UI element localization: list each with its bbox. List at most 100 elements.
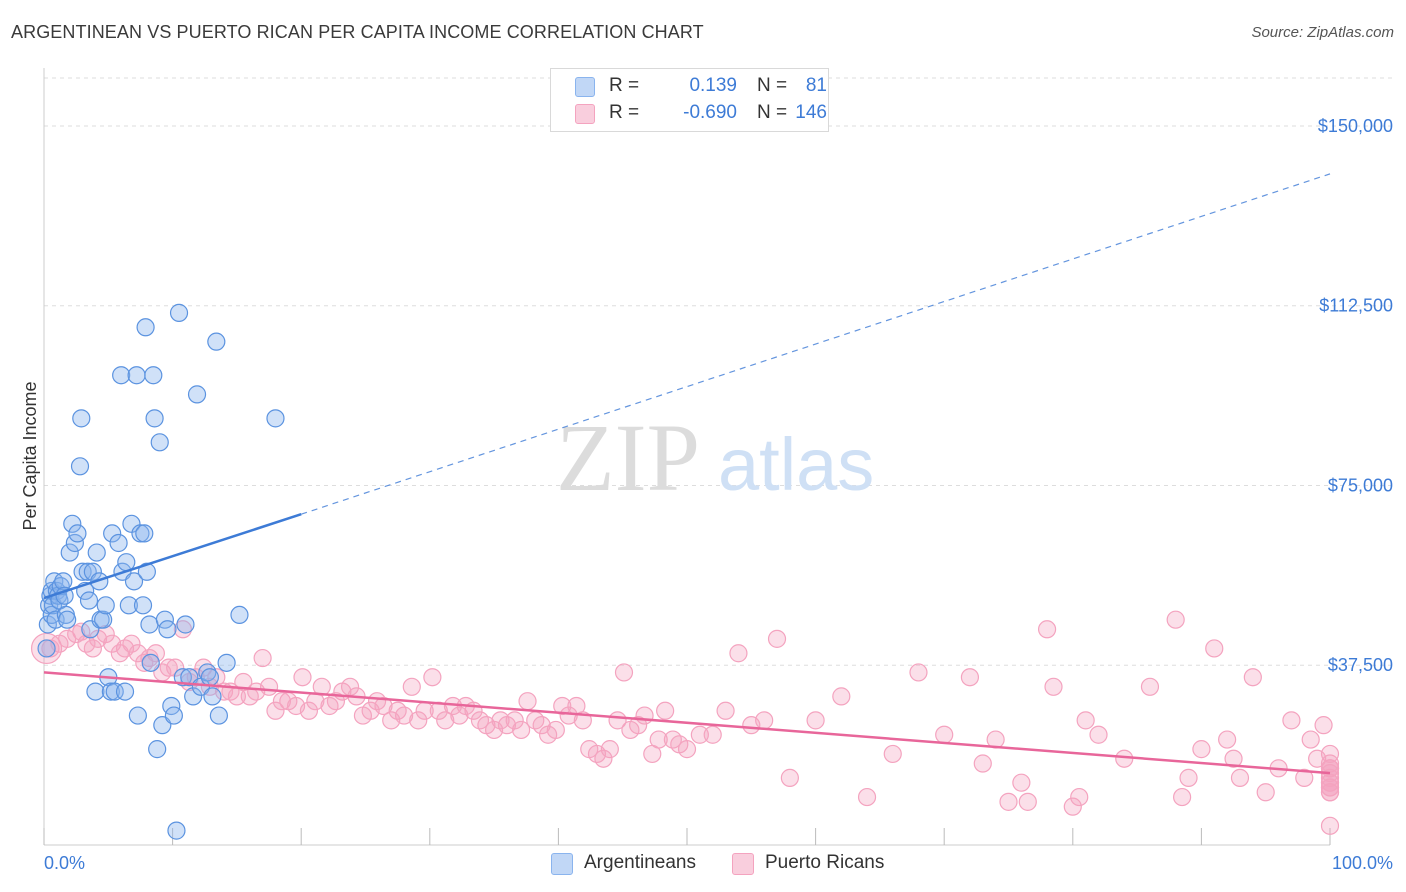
puerto-rican-points [30,610,1340,835]
r-label: R = [609,75,640,96]
watermark-atlas: atlas [718,423,874,506]
puerto-rican-point [1320,783,1340,802]
puerto-rican-point [128,644,147,663]
puerto-rican-point [755,711,774,730]
puerto-rican-point [394,706,414,725]
puerto-rican-point [1140,677,1160,696]
grid-lines [44,77,1392,666]
puerto-rican-point [559,706,578,725]
argentinean-point [164,706,183,725]
chart-title: ARGENTINEAN VS PUERTO RICAN PER CAPITA I… [11,22,704,42]
puerto-rican-point [1320,744,1340,764]
puerto-rican-point [767,629,787,648]
n-label: N = [757,102,788,123]
argentinean-point [83,562,102,581]
puerto-rican-point [832,687,851,706]
puerto-rican-point [1063,797,1082,816]
y-tick-label: $37,500 [1328,655,1393,675]
puerto-rican-point [1115,749,1134,768]
puerto-rican-point [1230,768,1250,787]
puerto-rican-point [1192,740,1211,759]
argentinean-point [115,682,135,701]
y-axis-label: Per Capita Income [20,381,40,530]
puerto-rican-point [883,744,902,764]
legend-label: Puerto Ricans [765,852,885,873]
argentinean-point [86,682,105,701]
puerto-rican-point [532,716,551,735]
puerto-rican-point [1076,711,1095,730]
puerto-rican-point [1320,759,1340,778]
puerto-rican-point [1320,816,1340,835]
puerto-rican-point [266,701,285,720]
correlation-legend: R = 0.139 N = 81 R = -0.690 N = 146 [550,68,829,132]
legend-swatch-pink [732,853,754,875]
legend-swatch-blue [551,853,573,875]
puerto-rican-point [857,787,877,807]
tick-labels: $37,500 $75,000 $112,500 $150,000 0.0% 100.0% [44,116,1393,873]
watermark-zip: ZIP [556,404,700,511]
puerto-rican-point [635,706,654,725]
puerto-rican-point [780,768,799,787]
argentinean-point [109,533,128,553]
puerto-rican-point [1314,716,1333,735]
puerto-rican-point [1282,711,1301,730]
puerto-rican-point [1301,730,1320,749]
argentinean-point [101,682,120,701]
watermark: ZIP atlas [556,404,874,511]
puerto-rican-point [1018,792,1037,811]
r-label: R = [609,102,640,123]
argentinean-point [169,303,189,322]
argentinean-point [55,586,74,605]
argentinean-points [37,303,285,840]
puerto-rican-point [935,725,954,744]
puerto-rican-point [594,749,613,768]
puerto-rican-point [1243,668,1262,687]
legend-swatch-pink [575,104,595,124]
puerto-rican-point [1166,610,1185,629]
y-tick-label: $75,000 [1328,475,1393,495]
puerto-rican-point [122,634,141,653]
puerto-rican-point [253,648,272,668]
puerto-rican-point [690,725,709,744]
argentinean-point [135,524,154,543]
puerto-rican-point [1012,773,1031,792]
puerto-rican-point [1218,730,1237,749]
puerto-rican-point [83,639,102,658]
argentinean-point [173,668,192,687]
argentinean-point [133,596,153,615]
axes [43,68,1331,846]
argentinean-point [150,433,169,452]
argentinean-point [119,596,138,615]
argentinean-point [60,543,79,562]
puerto-rican-point [1070,787,1089,807]
argentinean-point [140,615,159,634]
argentinean-point [73,562,92,581]
puerto-rican-point [1179,768,1198,787]
y-tick-label: $150,000 [1318,116,1393,136]
y-tick-label: $112,500 [1319,296,1393,316]
puerto-rican-point [326,692,346,711]
puerto-rican-point [716,701,735,720]
puerto-rican-point [272,692,292,711]
argentinean-point [94,610,113,629]
argentinean-point [112,366,131,385]
n-value: 146 [795,102,827,123]
argentinean-point [68,524,87,543]
puerto-rican-point [677,740,697,759]
puerto-rican-point [159,658,178,677]
n-value: 81 [805,75,827,96]
puerto-rican-point [1320,778,1340,797]
puerto-rican-point [649,730,668,749]
argentinean-point [54,572,73,591]
puerto-rican-point [703,725,722,744]
x-tick-label: 0.0% [44,853,85,873]
legend-label: Argentineans [584,852,696,873]
puerto-rican-point [546,720,565,740]
argentinean-point [37,639,56,658]
puerto-rican-point [1205,639,1224,658]
argentinean-point [176,615,195,634]
puerto-rican-point [729,644,748,663]
puerto-rican-point [553,696,572,716]
puerto-rican-point [1037,620,1057,639]
argentinean-point [198,663,217,682]
